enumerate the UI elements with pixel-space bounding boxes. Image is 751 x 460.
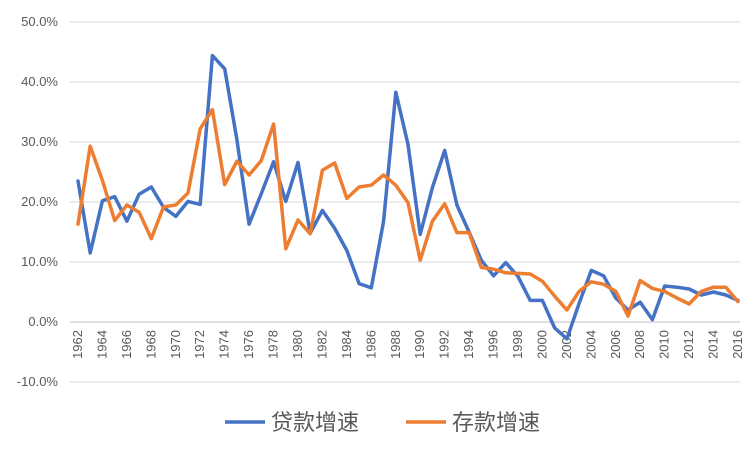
- series-lines: [76, 53, 740, 341]
- y-tick-label: 30.0%: [21, 134, 58, 149]
- y-tick-label: 20.0%: [21, 194, 58, 209]
- x-tick-label: 1978: [266, 330, 281, 359]
- x-tick-label: 2016: [730, 330, 745, 359]
- legend: 贷款增速 存款增速: [225, 411, 540, 436]
- x-tick-label: 1980: [290, 330, 305, 359]
- x-tick-label: 2010: [657, 330, 672, 359]
- x-tick-label: 2004: [583, 330, 598, 359]
- x-tick-label: 1974: [217, 330, 232, 359]
- x-tick-label: 1970: [168, 330, 183, 359]
- y-tick-label: 40.0%: [21, 74, 58, 89]
- legend-label: 存款增速: [452, 411, 540, 436]
- gridlines: [70, 21, 740, 383]
- x-tick-label: 1998: [510, 330, 525, 359]
- x-tick-label: 1994: [461, 330, 476, 359]
- y-tick-label: -10.0%: [17, 374, 59, 389]
- x-tick-label: 1988: [388, 330, 403, 359]
- x-tick-label: 2014: [706, 330, 721, 359]
- y-tick-label: 10.0%: [21, 254, 58, 269]
- x-tick-label: 1972: [192, 330, 207, 359]
- x-tick-label: 1990: [412, 330, 427, 359]
- x-tick-label: 1996: [486, 330, 501, 359]
- x-tick-label: 1962: [70, 330, 85, 359]
- series-line-1: [76, 53, 740, 341]
- x-tick-label: 2008: [632, 330, 647, 359]
- x-tick-label: 2006: [608, 330, 623, 359]
- series-line-2: [76, 107, 740, 318]
- x-tick-label: 1968: [143, 330, 158, 359]
- y-axis-labels: 50.0% 40.0% 30.0% 20.0% 10.0% 0.0% -10.0%: [17, 14, 59, 389]
- x-tick-label: 1992: [437, 330, 452, 359]
- x-tick-label: 1984: [339, 330, 354, 359]
- y-tick-label: 50.0%: [21, 14, 58, 29]
- x-tick-label: 2012: [681, 330, 696, 359]
- x-tick-label: 1966: [119, 330, 134, 359]
- x-axis-labels: 1962 1964 1966 1968 1970 1972 1974 1976 1978 1980…: [70, 330, 745, 359]
- x-tick-label: 1986: [363, 330, 378, 359]
- x-tick-label: 1964: [94, 330, 109, 359]
- x-tick-label: 1976: [241, 330, 256, 359]
- legend-label: 贷款增速: [271, 411, 359, 436]
- y-tick-label: 0.0%: [28, 314, 58, 329]
- x-tick-label: 2000: [534, 330, 549, 359]
- x-tick-label: 1982: [314, 330, 329, 359]
